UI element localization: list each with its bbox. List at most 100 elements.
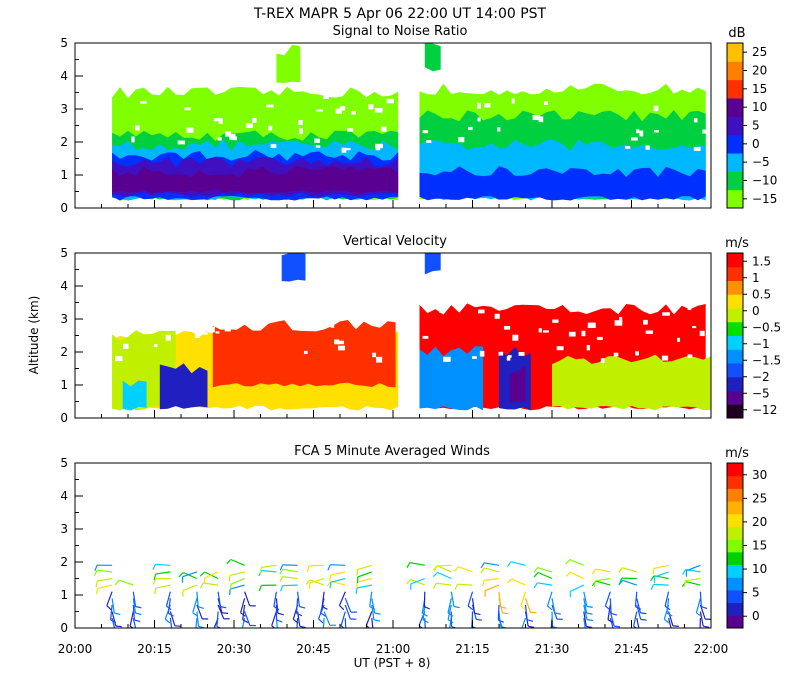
data-dropout <box>375 143 383 149</box>
wind-barb-flag <box>369 605 376 611</box>
wind-barb-flag <box>135 612 142 616</box>
wind-barb-flag <box>374 612 381 615</box>
data-dropout <box>506 356 511 361</box>
wind-barb-flag <box>565 571 571 577</box>
wind-barb-shaft <box>457 583 473 586</box>
data-dropout <box>568 331 576 337</box>
wind-barb-shaft <box>196 611 200 627</box>
data-dropout <box>635 351 639 356</box>
wind-barb-shaft <box>357 564 372 571</box>
x-axis-label: UT (PST + 8) <box>354 656 431 670</box>
colorbar-swatch <box>727 376 743 391</box>
colorbar-label: 0 <box>752 609 760 623</box>
wind-barb-shaft <box>654 571 669 578</box>
wind-barb-shaft <box>685 581 701 586</box>
data-dropout <box>699 330 705 337</box>
wind-barb-shaft <box>595 577 611 582</box>
wind-barb-flag <box>700 633 706 635</box>
wind-barb-shaft <box>369 591 373 607</box>
data-dropout <box>139 101 147 104</box>
data-dropout <box>308 315 313 318</box>
wind-barb-flag <box>94 564 98 572</box>
data-dropout <box>693 118 698 123</box>
wind-barb-flag <box>296 612 303 617</box>
wind-barb-shaft <box>484 567 500 573</box>
wind-barb-shaft <box>230 577 245 585</box>
wind-barb-shaft <box>273 591 277 607</box>
data-dropout <box>661 355 669 361</box>
data-dropout <box>484 103 491 108</box>
wind-barb-flag <box>701 606 708 610</box>
wind-barb-shaft <box>546 591 553 607</box>
y-tick-label: 4 <box>60 69 68 83</box>
y-tick-label: 1 <box>60 168 68 182</box>
wind-barb-flag <box>166 605 172 611</box>
velocity-colorbar: −12 −5 −2 −1.5 −1 −0.5 0 0.5 1 1.5 <box>726 252 781 419</box>
data-dropout <box>177 140 186 145</box>
wind-barb-flag <box>498 619 505 623</box>
field-band <box>424 43 441 72</box>
data-dropout <box>702 129 708 134</box>
wind-barb-shaft <box>240 598 246 613</box>
colorbar-swatch <box>727 526 743 540</box>
wind-barb-flag <box>593 580 597 587</box>
colorbar-swatch <box>727 171 743 191</box>
wind-barb-flag <box>221 612 229 614</box>
data-dropout <box>199 332 208 335</box>
wind-barb-flag <box>329 575 332 582</box>
colorbar-label: 0.5 <box>752 287 771 301</box>
colorbar-frame <box>726 252 744 419</box>
wind-barb-flag <box>373 633 379 635</box>
wind-barb-shaft <box>196 604 203 620</box>
winds-plot-frame <box>74 462 712 629</box>
wind-barb-flag <box>152 564 156 571</box>
wind-barb-flag <box>242 619 249 624</box>
data-dropout <box>518 352 525 356</box>
colorbar-swatch <box>727 615 743 629</box>
data-dropout <box>252 117 257 123</box>
data-dropout <box>426 140 432 143</box>
data-dropout <box>122 343 129 349</box>
wind-barb-flag <box>432 571 439 578</box>
wind-barb-shaft <box>295 598 299 614</box>
wind-barb-flag <box>114 612 121 615</box>
panel-1-title: Signal to Noise Ratio <box>333 24 468 39</box>
wind-barb-shaft <box>129 611 134 627</box>
wind-barb-shaft <box>111 611 117 627</box>
wind-barb-shaft <box>450 591 455 607</box>
panel-2-title: Vertical Velocity <box>343 234 447 249</box>
data-dropout <box>625 146 631 149</box>
data-dropout <box>645 330 654 334</box>
wind-barb-shaft <box>636 598 641 614</box>
wind-barb-flag <box>305 579 311 585</box>
wind-barb-flag <box>273 605 280 611</box>
colorbar-label: 15 <box>752 82 767 96</box>
wind-barb-shaft <box>467 591 474 607</box>
data-dropout <box>372 352 377 358</box>
colorbar-label: 5 <box>752 586 760 600</box>
wind-barb-shaft <box>309 579 325 586</box>
data-dropout <box>503 326 511 330</box>
wind-barb-shaft <box>583 598 588 614</box>
data-dropout <box>215 331 220 334</box>
wind-barb-shaft <box>309 577 325 584</box>
wind-barb-flag <box>220 605 227 609</box>
wind-barb-shaft <box>622 579 637 586</box>
wind-barb-flag <box>178 572 184 578</box>
y-tick-label: 0 <box>60 411 68 425</box>
wind-barb-shaft <box>165 591 171 607</box>
wind-barb-flag <box>618 579 624 586</box>
data-dropout <box>422 335 429 339</box>
data-dropout <box>347 128 354 132</box>
wind-barb-flag <box>356 569 359 576</box>
wind-barb-flag <box>96 588 99 595</box>
wind-barb-flag <box>480 567 485 574</box>
wind-barb-flag <box>297 633 303 636</box>
colorbar-label: 0 <box>752 137 760 151</box>
wind-barb-flag <box>355 582 358 589</box>
colorbar-label: 5 <box>752 119 760 133</box>
wind-barb-flag <box>449 633 454 636</box>
data-dropout <box>335 108 343 114</box>
velocity-plot-area <box>112 253 711 418</box>
wind-barb-shaft <box>686 564 701 572</box>
